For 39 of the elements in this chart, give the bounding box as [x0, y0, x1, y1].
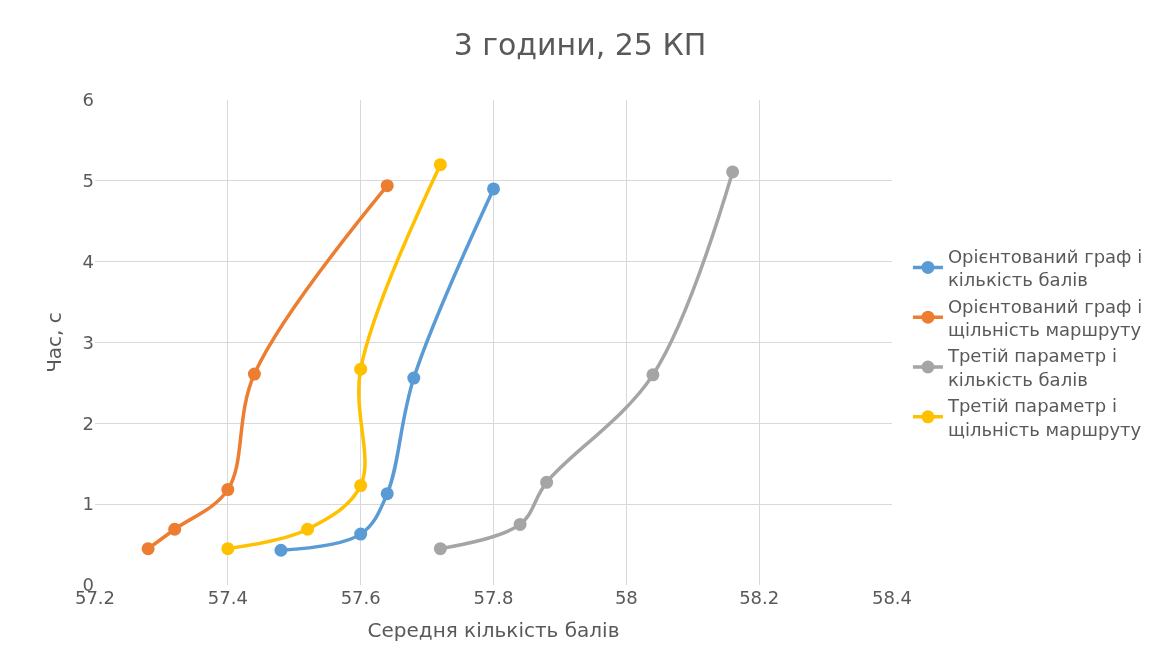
point	[354, 527, 368, 541]
x-tick-label: 58.4	[871, 587, 913, 608]
point	[247, 367, 261, 381]
y-tick-label: 2	[82, 412, 94, 434]
chart-title: 3 години, 25 КП	[453, 26, 707, 62]
point	[221, 542, 235, 556]
x-tick-label: 58.2	[739, 587, 780, 608]
point	[168, 522, 182, 536]
legend-label: Орієнтований граф і щільність маршруту	[947, 295, 1143, 340]
point	[726, 165, 740, 179]
legend-label: Третій параметр і кількість балів	[946, 345, 1117, 390]
point	[141, 542, 155, 556]
point	[380, 179, 394, 193]
point	[354, 362, 368, 376]
y-tick-label: 3	[82, 331, 94, 353]
point	[487, 182, 500, 196]
y-tick-label: 1	[82, 493, 94, 515]
point	[513, 517, 527, 531]
point	[540, 475, 554, 489]
y-tick-label: 6	[82, 89, 94, 111]
y-axis-title: Час, с	[42, 312, 67, 373]
point	[274, 543, 288, 557]
point	[433, 542, 447, 556]
point	[407, 371, 421, 385]
y-tick-label: 4	[82, 250, 94, 272]
legend-label: Орієнтований граф і кількість балів	[947, 245, 1143, 291]
x-axis-title: Середня кількість балів	[367, 617, 620, 642]
point	[221, 483, 235, 497]
point	[646, 368, 660, 382]
point	[380, 487, 394, 501]
point	[301, 522, 315, 536]
legend-label: Третій параметр і щільність маршруту	[946, 395, 1142, 440]
point	[354, 479, 368, 493]
x-tick-label: 57.6	[340, 587, 381, 608]
y-tick-label: 5	[82, 170, 94, 192]
x-tick-label: 57.4	[207, 587, 248, 608]
point	[433, 158, 447, 172]
x-tick-label: 58	[614, 587, 638, 608]
x-tick-label: 57.8	[473, 587, 514, 608]
